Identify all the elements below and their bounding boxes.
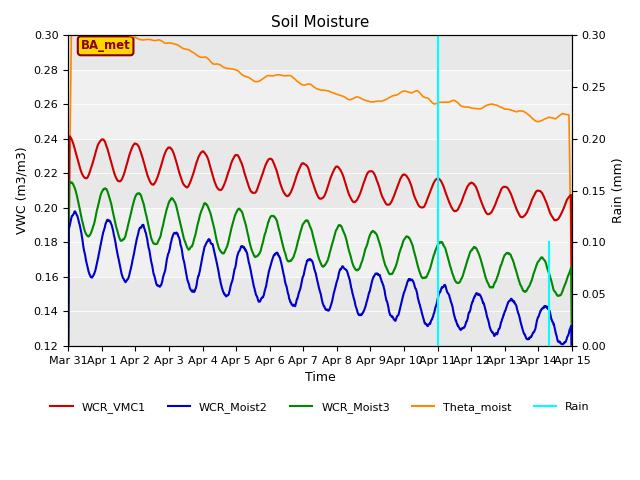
Bar	[68, 208, 572, 277]
Text: BA_met: BA_met	[81, 39, 131, 52]
X-axis label: Time: Time	[305, 371, 335, 384]
Title: Soil Moisture: Soil Moisture	[271, 15, 369, 30]
Bar	[68, 70, 572, 139]
Bar	[68, 277, 572, 346]
Bar	[68, 36, 572, 70]
Y-axis label: Rain (mm): Rain (mm)	[612, 158, 625, 223]
Bar	[68, 139, 572, 208]
Y-axis label: VWC (m3/m3): VWC (m3/m3)	[15, 147, 28, 234]
Legend: WCR_VMC1, WCR_Moist2, WCR_Moist3, Theta_moist, Rain: WCR_VMC1, WCR_Moist2, WCR_Moist3, Theta_…	[46, 398, 594, 418]
